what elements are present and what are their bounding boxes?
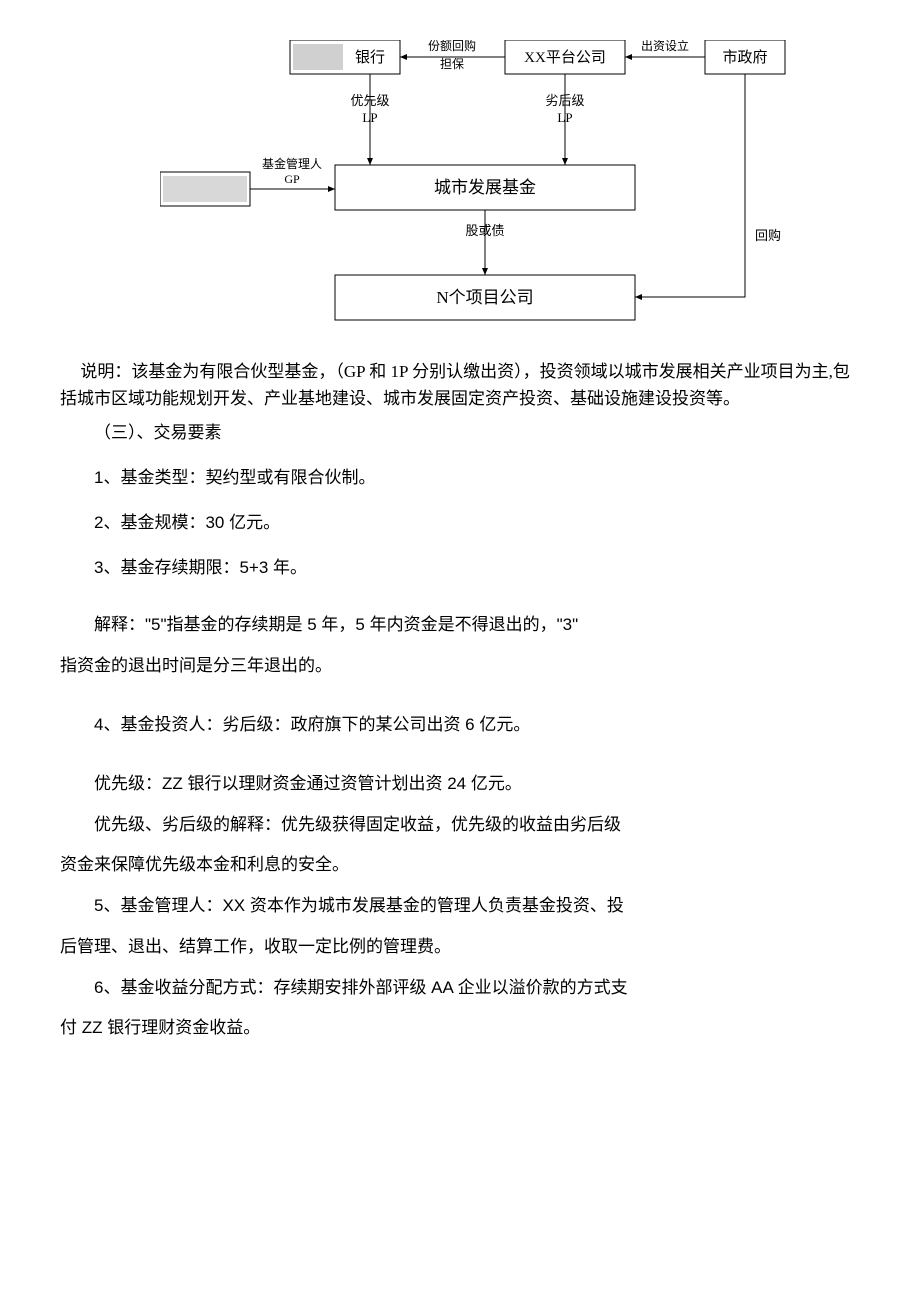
item-6-distribution-b: 付 ZZ 银行理财资金收益。 — [60, 1008, 860, 1049]
node-fund-label: 城市发展基金 — [434, 178, 536, 197]
edge-label-establish: 出资设立 — [641, 40, 689, 53]
edge-label-junior: 劣后级 — [545, 93, 584, 108]
node-proj-label: N个项目公司 — [436, 288, 533, 307]
item-4b-senior: 优先级：ZZ 银行以理财资金通过资管计划出资 24 亿元。 — [60, 764, 860, 805]
edge-label-senior: 优先级 — [350, 93, 389, 108]
edge-label-gp: GP — [284, 172, 300, 186]
edge-label-manager: 基金管理人 — [262, 156, 322, 171]
item-4-investor: 4、基金投资人：劣后级：政府旗下的某公司出资 6 亿元。 — [60, 705, 860, 746]
item-4c-explain-a: 优先级、劣后级的解释：优先级获得固定收益，优先级的收益由劣后级 — [60, 805, 860, 846]
edge-label-senior-lp: LP — [362, 110, 377, 125]
edge-label-buyback: 回购 — [755, 228, 781, 243]
edge-label-junior-lp: LP — [557, 110, 572, 125]
edge-label-repurchase-top: 份额回购 — [428, 40, 476, 53]
item-5-manager-b: 后管理、退出、结算工作，收取一定比例的管理费。 — [60, 927, 860, 968]
item-4c-explain-b: 资金来保障优先级本金和利息的安全。 — [60, 845, 860, 886]
edge-label-repurchase-bot: 担保 — [440, 57, 464, 71]
fund-structure-diagram: 银行 XX平台公司 市政府 城市发展基金 N个项目公司 份额回购 担保 出资设立… — [160, 40, 860, 348]
item-1-fund-type: 1、基金类型：契约型或有限合伙制。 — [60, 464, 860, 491]
node-platform-label: XX平台公司 — [524, 49, 606, 66]
node-gov-label: 市政府 — [722, 49, 767, 66]
section-heading-3: （三）、交易要素 — [60, 419, 860, 446]
node-bank-label: 银行 — [355, 49, 385, 66]
item-3-duration: 3、基金存续期限：5+3 年。 — [60, 554, 860, 581]
diagram-svg: 银行 XX平台公司 市政府 城市发展基金 N个项目公司 份额回购 担保 出资设立… — [160, 40, 800, 340]
item-3-explain-a: 解释："5"指基金的存续期是 5 年，5 年内资金是不得退出的，"3" — [60, 605, 860, 646]
explanation-text: 说明：该基金为有限合伙型基金，（GP 和 1P 分别认缴出资），投资领域以城市发… — [60, 358, 860, 412]
item-3-explain-b: 指资金的退出时间是分三年退出的。 — [60, 646, 860, 687]
item-5-manager-a: 5、基金管理人：XX 资本作为城市发展基金的管理人负责基金投资、投 — [60, 886, 860, 927]
edge-label-equity-debt: 股或债 — [465, 223, 504, 238]
item-2-fund-size: 2、基金规模：30 亿元。 — [60, 509, 860, 536]
item-6-distribution-a: 6、基金收益分配方式：存续期安排外部评级 AA 企业以溢价款的方式支 — [60, 968, 860, 1009]
